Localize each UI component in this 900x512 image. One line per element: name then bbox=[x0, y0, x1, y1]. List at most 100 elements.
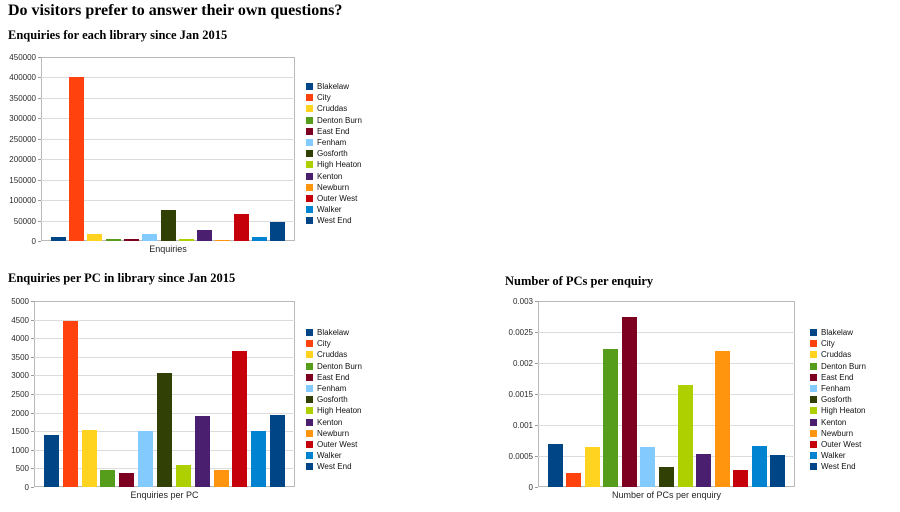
legend-item: Newburn bbox=[810, 428, 866, 439]
legend-label: West End bbox=[821, 462, 856, 472]
legend-swatch-icon bbox=[810, 385, 817, 393]
legend-label: Cruddas bbox=[317, 350, 348, 360]
axis-tick bbox=[535, 487, 538, 488]
axis-tick bbox=[38, 221, 41, 222]
bar-east-end bbox=[124, 239, 139, 241]
bar-outer-west bbox=[733, 470, 748, 487]
legend-label: Cruddas bbox=[317, 104, 348, 114]
axis-tick bbox=[38, 139, 41, 140]
bar-newburn bbox=[214, 470, 229, 487]
legend-swatch-icon bbox=[306, 217, 313, 225]
legend-swatch-icon bbox=[810, 440, 817, 448]
legend-swatch-icon bbox=[306, 127, 313, 135]
axis-tick bbox=[31, 394, 34, 395]
legend-swatch-icon bbox=[810, 429, 817, 437]
axis-tick bbox=[38, 180, 41, 181]
legend-label: East End bbox=[821, 372, 854, 382]
legend-swatch-icon bbox=[306, 194, 313, 202]
y-tick-label: 0.003 bbox=[512, 297, 533, 306]
axis-tick bbox=[31, 320, 34, 321]
legend-label: Walker bbox=[821, 451, 846, 461]
axis-tick bbox=[38, 118, 41, 119]
axis-tick bbox=[535, 363, 538, 364]
bar-east-end bbox=[622, 317, 637, 487]
legend-swatch-icon bbox=[810, 463, 817, 471]
legend-label: City bbox=[317, 93, 331, 103]
y-tick-label: 500 bbox=[15, 464, 29, 473]
legend-swatch-icon bbox=[306, 105, 313, 113]
axis-tick bbox=[535, 301, 538, 302]
legend-label: Outer West bbox=[317, 439, 358, 449]
bar-walker bbox=[251, 431, 266, 487]
y-tick-label: 0.0005 bbox=[508, 452, 533, 461]
legend-swatch-icon bbox=[810, 373, 817, 381]
legend-item: City bbox=[306, 338, 362, 349]
bar-west-end bbox=[270, 222, 285, 241]
legend-item: Kenton bbox=[306, 417, 362, 428]
y-tick-label: 3000 bbox=[11, 371, 29, 380]
x-axis-label-pcs-per-enquiry: Number of PCs per enquiry bbox=[611, 490, 722, 500]
axis-tick bbox=[31, 431, 34, 432]
legend-item: Fenham bbox=[810, 383, 866, 394]
y-tick-label: 1500 bbox=[11, 427, 29, 436]
legend-swatch-icon bbox=[306, 362, 313, 370]
legend-item: High Heaton bbox=[306, 159, 362, 170]
axis-tick bbox=[31, 301, 34, 302]
legend-swatch-icon bbox=[306, 340, 313, 348]
legend-item: West End bbox=[306, 215, 362, 226]
gridline bbox=[41, 180, 295, 181]
legend-item: East End bbox=[306, 372, 362, 383]
legend-item: Walker bbox=[306, 450, 362, 461]
bar-walker bbox=[252, 237, 267, 241]
legend-label: Kenton bbox=[821, 417, 847, 427]
bar-denton-burn bbox=[106, 239, 121, 241]
bar-cruddas bbox=[82, 430, 97, 487]
bar-gosforth bbox=[659, 467, 674, 487]
bar-outer-west bbox=[232, 351, 247, 487]
legend-label: Fenham bbox=[317, 384, 347, 394]
axis-tick bbox=[38, 57, 41, 58]
gridline bbox=[41, 77, 295, 78]
axis-tick bbox=[38, 98, 41, 99]
y-tick-label: 4000 bbox=[11, 334, 29, 343]
bar-west-end bbox=[770, 455, 785, 487]
legend-label: Kenton bbox=[317, 171, 343, 181]
legend-swatch-icon bbox=[306, 418, 313, 426]
legend-swatch-icon bbox=[306, 396, 313, 404]
legend-label: Blakelaw bbox=[821, 328, 854, 338]
legend-swatch-icon bbox=[306, 463, 313, 471]
legend-label: Outer West bbox=[317, 193, 358, 203]
legend-swatch-icon bbox=[306, 206, 313, 214]
legend-item: High Heaton bbox=[306, 405, 362, 416]
legend-item: City bbox=[810, 338, 866, 349]
bar-west-end bbox=[270, 415, 285, 487]
legend-item: Newburn bbox=[306, 182, 362, 193]
legend-label: City bbox=[317, 339, 331, 349]
legend-swatch-icon bbox=[306, 139, 313, 147]
legend-label: Newburn bbox=[317, 428, 350, 438]
legend-label: East End bbox=[317, 126, 350, 136]
legend-swatch-icon bbox=[810, 351, 817, 359]
legend-item: Gosforth bbox=[306, 148, 362, 159]
legend-item: Denton Burn bbox=[306, 115, 362, 126]
bar-east-end bbox=[119, 473, 134, 487]
legend-swatch-icon bbox=[810, 418, 817, 426]
bar-fenham bbox=[138, 431, 153, 487]
legend-swatch-icon bbox=[306, 329, 313, 337]
bar-blakelaw bbox=[548, 444, 563, 487]
legend-item: Blakelaw bbox=[306, 81, 362, 92]
legend-label: High Heaton bbox=[317, 406, 362, 416]
legend-item: Cruddas bbox=[306, 349, 362, 360]
axis-tick bbox=[535, 425, 538, 426]
legend-item: Fenham bbox=[306, 137, 362, 148]
x-axis-label-enquiries: Enquiries bbox=[149, 244, 187, 254]
legend-swatch-icon bbox=[306, 407, 313, 415]
chart-title-enquiries: Enquiries for each library since Jan 201… bbox=[8, 28, 228, 42]
bar-kenton bbox=[195, 416, 210, 487]
legend-label: Denton Burn bbox=[821, 361, 866, 371]
legend-label: West End bbox=[317, 462, 352, 472]
y-tick-label: 1000 bbox=[11, 446, 29, 455]
y-tick-label: 300000 bbox=[9, 114, 36, 123]
bar-newburn bbox=[715, 351, 730, 487]
